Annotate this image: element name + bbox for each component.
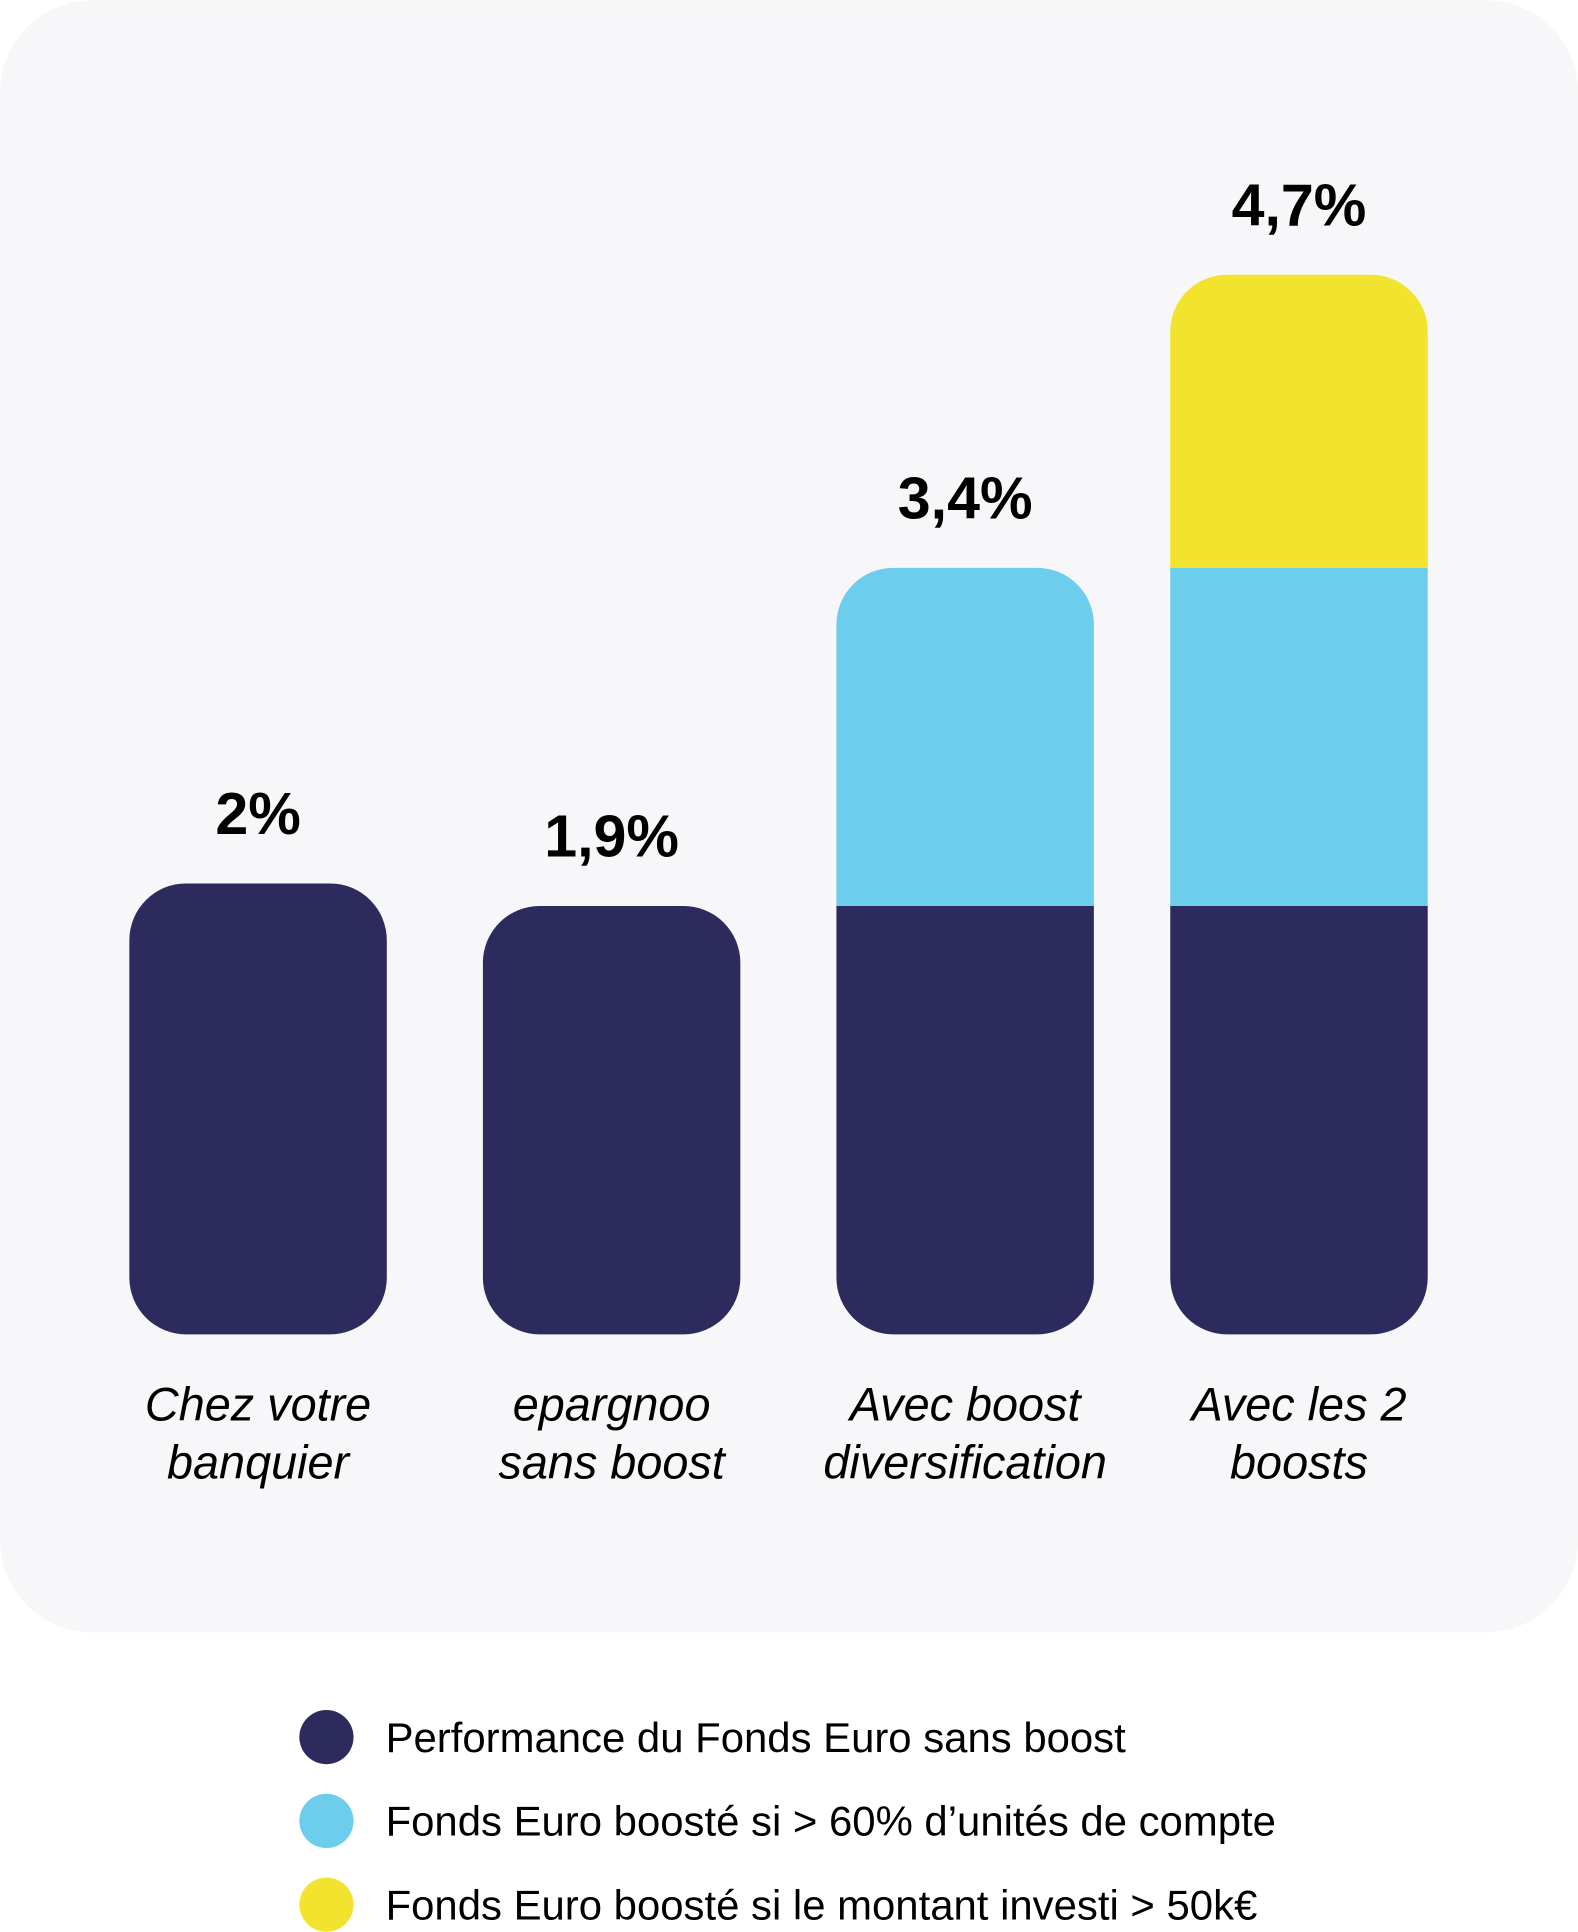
bar-segment-1-0 xyxy=(482,906,741,1335)
bar-segment-3-2 xyxy=(1170,274,1428,568)
category-label: Avec boost xyxy=(847,1379,1083,1431)
bar-segment-2-0 xyxy=(836,906,1094,1335)
legend-label: Performance du Fonds Euro sans boost xyxy=(386,1714,1127,1761)
category-label: Chez votre xyxy=(145,1379,371,1431)
category-label: diversification xyxy=(823,1436,1107,1488)
legend-label: Fonds Euro boosté si > 60% d’unités de c… xyxy=(386,1798,1276,1845)
legend-swatch xyxy=(299,1710,354,1765)
category-label: boosts xyxy=(1230,1436,1368,1488)
category-label: sans boost xyxy=(498,1436,726,1488)
category-label: epargnoo xyxy=(513,1379,711,1431)
bar-segment-3-0 xyxy=(1170,906,1428,1335)
legend-swatch xyxy=(299,1793,354,1849)
legend-swatch xyxy=(299,1877,354,1932)
value-label: 4,7% xyxy=(1232,172,1367,239)
category-label: banquier xyxy=(167,1436,352,1488)
value-label: 2% xyxy=(215,780,300,847)
bar-segment-3-1 xyxy=(1170,567,1428,907)
bar-segment-2-1 xyxy=(836,567,1094,907)
value-label: 3,4% xyxy=(898,465,1033,532)
bar-segment-0-0 xyxy=(129,883,387,1335)
category-label: Avec les 2 xyxy=(1188,1379,1406,1431)
value-label: 1,9% xyxy=(544,803,679,870)
legend-label: Fonds Euro boosté si le montant investi … xyxy=(386,1881,1258,1928)
